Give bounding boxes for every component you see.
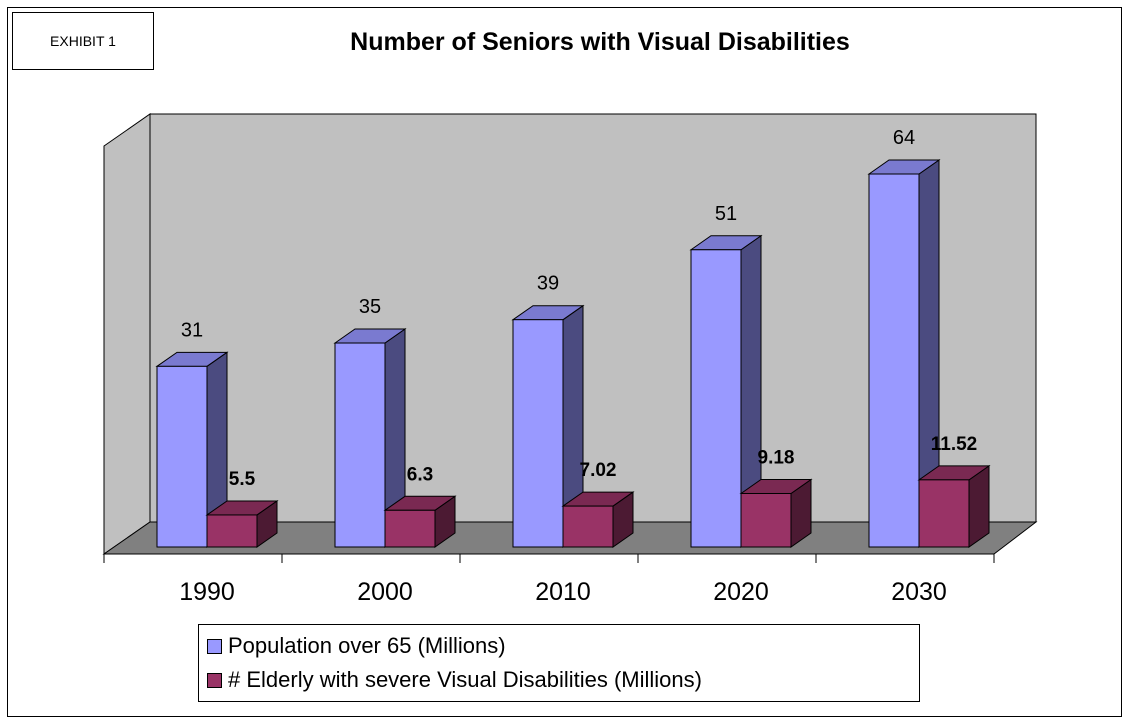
bar-front [918,479,970,548]
bar-front [740,492,792,548]
bar-1990-series-2 [205,499,279,548]
data-label-visual-disabilities: 9.18 [758,447,795,468]
bar-2000-series-2 [383,495,457,548]
x-tick-label: 2030 [891,578,947,606]
legend-item: # Elderly with severe Visual Disabilitie… [207,663,919,697]
bar-front [512,319,564,548]
legend-item: Population over 65 (Millions) [207,629,919,663]
data-label-visual-disabilities: 7.02 [580,460,617,481]
bar-2010-series-1 [511,304,585,548]
legend-swatch-visual-disabilities [207,672,222,688]
chart-title: Number of Seniors with Visual Disabiliti… [350,28,850,56]
bar-chart-3d: 31 5.5 35 6.3 39 7.02 51 9.18 64 11.52 1990 2000 20… [102,113,1038,606]
data-label-visual-disabilities: 6.3 [407,464,433,485]
data-label-population: 39 [537,273,559,295]
bar-2020-series-1 [689,234,763,548]
legend: Population over 65 (Millions) # Elderly … [198,624,920,702]
x-axis-labels: 1990 2000 2010 2020 2030 [179,578,947,606]
x-tick-label: 2020 [713,578,769,606]
data-label-population: 31 [181,319,203,341]
bar-2000-series-1 [333,328,407,548]
bar-1990-series-1 [155,351,229,548]
bar-front [868,173,920,548]
bar-2010-series-2 [561,491,635,548]
bar-front [690,249,742,548]
bars-group [155,159,991,548]
bar-2020-series-2 [739,478,813,548]
x-tick-label: 1990 [179,578,235,606]
bar-front [562,505,614,548]
bar-front [334,342,386,548]
bar-2030-series-2 [917,464,991,548]
data-label-population: 35 [359,296,381,318]
x-tick-label: 2000 [357,578,413,606]
data-label-visual-disabilities: 11.52 [931,434,978,455]
data-label-visual-disabilities: 5.5 [229,469,256,490]
x-axis-ticks [103,554,995,563]
x-tick-label: 2010 [535,578,591,606]
legend-label-population: Population over 65 (Millions) [228,633,506,658]
bar-front [384,509,436,548]
legend-label-visual-disabilities: # Elderly with severe Visual Disabilitie… [228,667,702,692]
chart-side-wall [103,113,151,555]
data-label-population: 51 [715,203,737,225]
legend-swatch-population [207,638,222,654]
bar-front [156,365,208,548]
bar-front [206,514,258,548]
data-labels-group: 31 5.5 35 6.3 39 7.02 51 9.18 64 11.52 [181,127,977,490]
exhibit-label: EXHIBIT 1 [12,12,154,70]
data-label-population: 64 [893,127,915,149]
bar-2030-series-1 [867,159,941,548]
